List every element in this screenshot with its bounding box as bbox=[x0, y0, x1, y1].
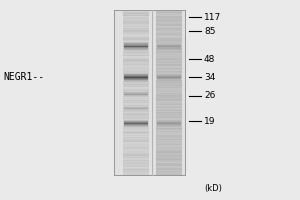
Text: 26: 26 bbox=[204, 92, 215, 100]
Text: (kD): (kD) bbox=[204, 184, 222, 192]
Text: 85: 85 bbox=[204, 26, 215, 36]
Text: 34: 34 bbox=[204, 72, 215, 82]
Text: 117: 117 bbox=[204, 12, 221, 21]
Text: 19: 19 bbox=[204, 116, 215, 126]
Text: NEGR1--: NEGR1-- bbox=[3, 72, 44, 82]
Text: 48: 48 bbox=[204, 54, 215, 64]
